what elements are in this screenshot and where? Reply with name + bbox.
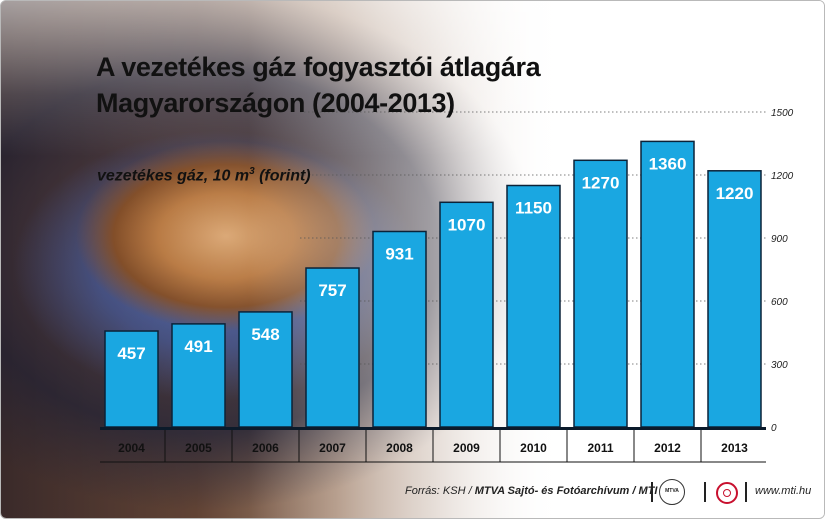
x-category-label: 2011: [587, 441, 613, 455]
unit-label-superscript: 3: [249, 166, 255, 177]
bar-value-label: 1150: [515, 199, 552, 218]
bar-value-label: 1270: [582, 173, 620, 192]
chart-title-line2: Magyarországon (2004-2013): [96, 88, 455, 118]
bar-value-label: 1360: [649, 154, 687, 173]
x-category-label: 2009: [453, 441, 480, 455]
y-tick-label: 900: [771, 234, 788, 245]
x-category-label: 2005: [185, 441, 212, 455]
unit-label: vezetékes gáz, 10 m3 (forint): [97, 166, 311, 185]
x-category-label: 2008: [386, 441, 413, 455]
x-category-label: 2007: [319, 441, 346, 455]
x-category-label: 2013: [721, 441, 748, 455]
bar-value-label: 548: [251, 325, 279, 344]
bar-value-label: 457: [117, 344, 145, 363]
mti-logo-ring: [723, 489, 731, 497]
footer-divider: [704, 482, 706, 502]
footer-divider: [745, 482, 747, 502]
y-tick-label: 600: [771, 297, 788, 308]
mtva-logo-text: MTVA: [665, 488, 679, 494]
bar-value-label: 757: [318, 281, 346, 300]
bar: [439, 201, 494, 428]
bar-value-label: 491: [184, 337, 212, 356]
x-category-label: 2004: [118, 441, 145, 455]
bar: [707, 170, 762, 428]
unit-label-suffix: (forint): [254, 167, 311, 185]
mti-logo: [716, 482, 738, 504]
x-category-label: 2010: [520, 441, 547, 455]
y-tick-label: 300: [771, 360, 788, 371]
bar: [573, 159, 628, 428]
bar-value-label: 1220: [716, 184, 754, 203]
y-tick-label: 1500: [771, 108, 794, 119]
x-category-label: 2012: [654, 441, 681, 455]
mti-url: www.mti.hu: [755, 485, 812, 497]
bar: [238, 311, 293, 428]
footer-divider: [651, 482, 653, 502]
x-axis-baseline: [100, 427, 766, 430]
y-tick-label: 0: [771, 423, 777, 434]
bar: [640, 140, 695, 428]
bar-value-label: 1070: [448, 215, 486, 234]
source-credit: Forrás: KSH / MTVA Sajtó- és Fotóarchívu…: [405, 485, 657, 497]
chart-title-line1: A vezetékes gáz fogyasztói átlagára: [96, 52, 541, 82]
y-tick-label: 1200: [771, 171, 794, 182]
x-category-label: 2006: [252, 441, 279, 455]
mtva-logo: MTVA: [659, 479, 685, 505]
source-prefix: Forrás: KSH /: [405, 485, 475, 497]
bar-value-label: 931: [385, 244, 413, 263]
unit-label-text: vezetékes gáz, 10 m: [97, 167, 250, 185]
bar: [506, 184, 561, 428]
source-agency: MTVA Sajtó- és Fotóarchívum / MTI: [474, 485, 658, 497]
